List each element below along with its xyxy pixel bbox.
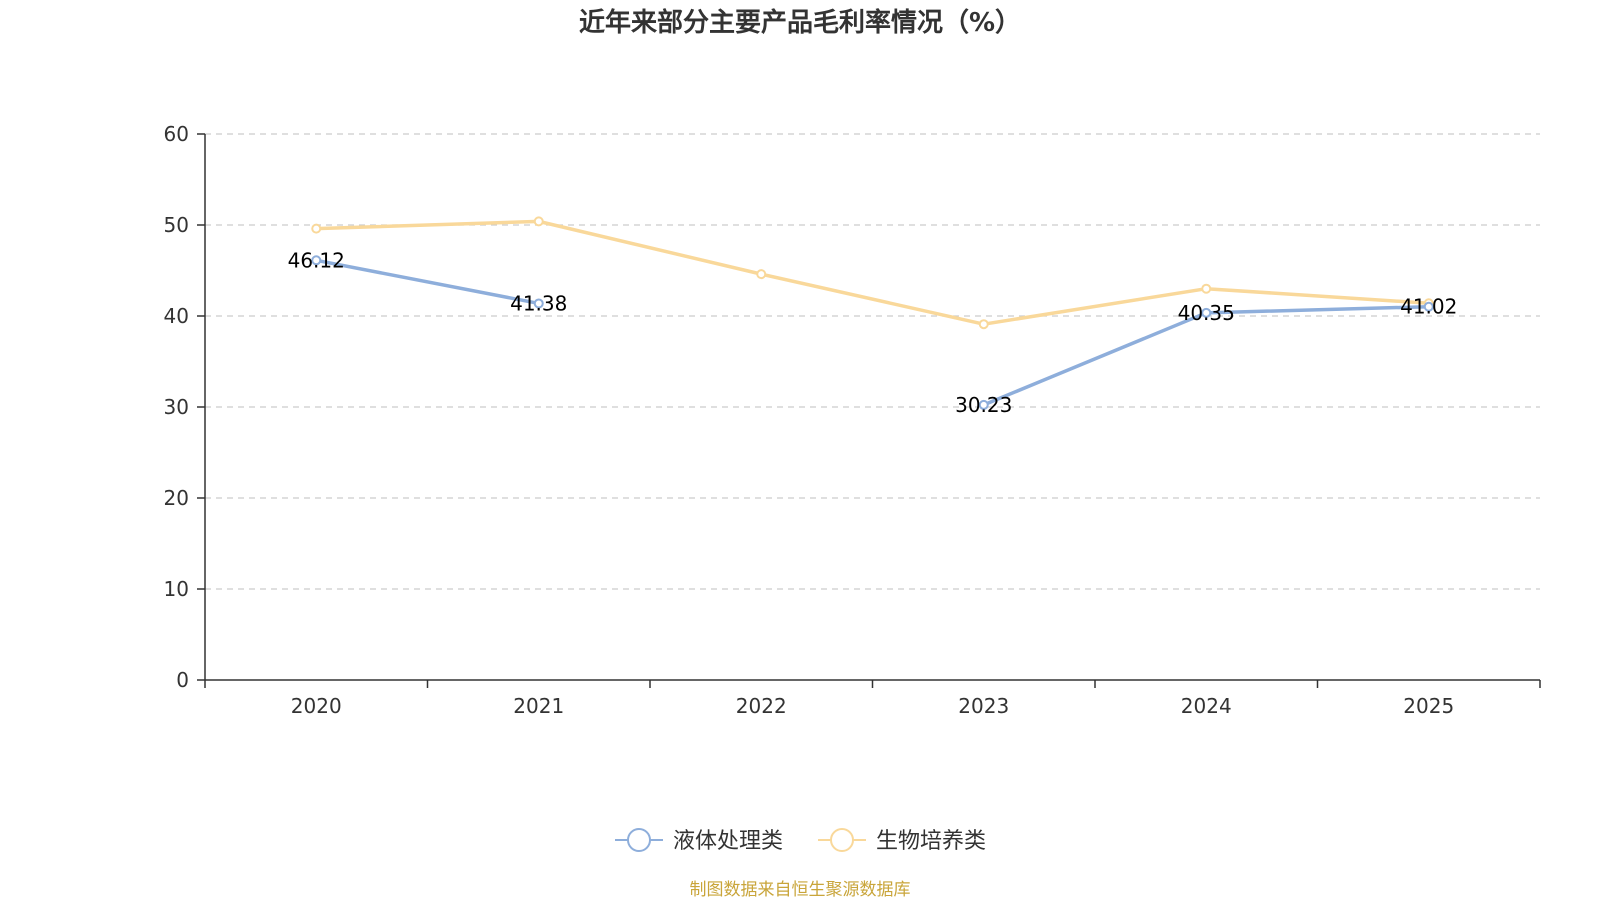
legend-marker-icon: [627, 828, 651, 852]
data-label: 41.38: [510, 291, 567, 315]
data-point[interactable]: [533, 216, 544, 227]
grid-lines: [205, 133, 1540, 590]
series-line: [316, 219, 1429, 326]
x-tick-label: 2025: [1403, 694, 1454, 718]
data-labels: 46.12 41.38 30.23 40.35 41.02: [288, 248, 1458, 417]
y-tick-label: 40: [164, 304, 189, 328]
x-tick-label: 2024: [1181, 694, 1232, 718]
legend-label: 生物培养类: [876, 829, 986, 854]
x-tick-label: 2022: [736, 694, 787, 718]
data-point[interactable]: [1201, 283, 1212, 294]
data-point[interactable]: [978, 399, 989, 410]
series-line: [315, 258, 540, 306]
data-point[interactable]: [533, 298, 544, 309]
legend-item-1[interactable]: 液体处理类: [615, 828, 783, 854]
chart-title: 近年来部分主要产品毛利率情况（%）: [579, 7, 1021, 38]
y-tick-label: 10: [164, 577, 189, 601]
series-layer: [311, 216, 1434, 410]
x-tick-label: 2023: [958, 694, 1009, 718]
data-point[interactable]: [1423, 301, 1434, 312]
series-1: [311, 255, 1434, 410]
legend-label: 液体处理类: [673, 829, 783, 854]
legend-item-2[interactable]: 生物培养类: [818, 828, 986, 854]
data-label: 46.12: [288, 248, 345, 272]
y-tick-label: 0: [176, 668, 189, 692]
source-note: 制图数据来自恒生聚源数据库: [690, 880, 911, 900]
axes: 0 10 20 30 40 50 60 2020 2021 2022 2023 2024 2025: [164, 122, 1541, 718]
legend-marker-icon: [830, 828, 854, 852]
y-tick-label: 20: [164, 486, 189, 510]
x-tick-label: 2021: [513, 694, 564, 718]
data-point[interactable]: [1201, 307, 1212, 318]
y-tick-label: 50: [164, 213, 189, 237]
data-label: 40.35: [1178, 301, 1235, 325]
data-point[interactable]: [756, 269, 767, 280]
data-point[interactable]: [311, 223, 322, 234]
data-point[interactable]: [311, 255, 322, 266]
data-label: 41.02: [1400, 295, 1457, 319]
legend[interactable]: 液体处理类 生物培养类: [615, 828, 986, 854]
y-tick-label: 60: [164, 122, 189, 146]
x-tick-label: 2020: [291, 694, 342, 718]
y-tick-label: 30: [164, 395, 189, 419]
data-label: 30.23: [955, 393, 1012, 417]
data-point[interactable]: [978, 319, 989, 330]
